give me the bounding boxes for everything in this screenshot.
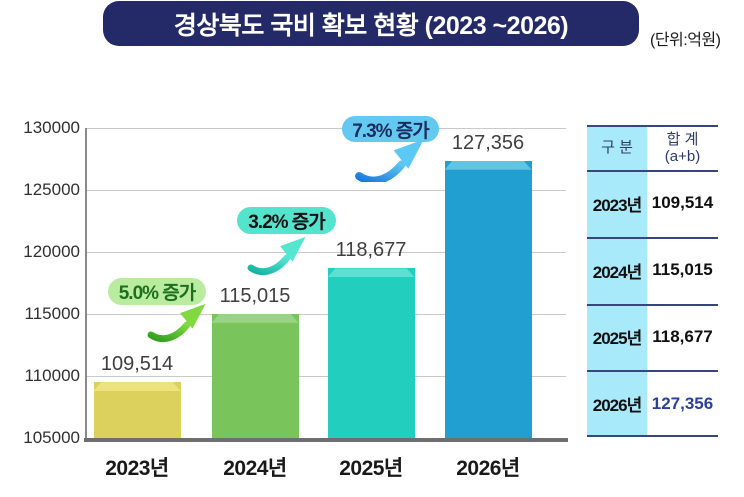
y-tick-label: 105000	[23, 428, 80, 447]
bar-top-bevel	[444, 160, 532, 170]
table-rule	[587, 303, 718, 306]
bar-value-label: 115,015	[219, 284, 291, 307]
y-tick-label: 115000	[24, 304, 80, 323]
unit-label: (단위:억원)	[650, 32, 721, 49]
y-tick-label: 125000	[23, 180, 80, 199]
y-tick-label: 130000	[23, 118, 80, 137]
bar-top-bevel	[93, 382, 181, 392]
x-tick-label: 2023년	[105, 457, 169, 480]
table-row-value: 118,677	[652, 326, 713, 346]
table-row-year: 2025년	[592, 329, 642, 349]
y-tick-label: 110000	[24, 366, 80, 385]
table-row-year: 2026년	[592, 396, 642, 416]
title-banner: 경상북도 국비 확보 현황 (2023 ~2026)	[103, 1, 639, 46]
table-header-category: 구 분	[601, 139, 633, 156]
table-rule	[587, 370, 718, 373]
bar-value-label: 127,356	[451, 131, 525, 154]
x-axis-line	[84, 438, 568, 442]
x-tick-label: 2024년	[223, 457, 287, 480]
table-row-value: 109,514	[651, 193, 714, 213]
growth-arrow-icon	[147, 303, 206, 343]
page-title: 경상북도 국비 확보 현황 (2023 ~2026)	[173, 11, 569, 40]
x-tick-label: 2026년	[456, 457, 520, 480]
bar-value-label: 109,514	[100, 353, 174, 376]
increase-callout: 5.0% 증가	[108, 278, 206, 305]
gridline	[86, 313, 566, 315]
bar-top-bevel	[211, 313, 299, 323]
table-row-value: 115,015	[652, 260, 713, 280]
increase-callout: 7.3% 증가	[342, 116, 439, 142]
gridline	[86, 251, 566, 253]
gridline	[86, 375, 566, 377]
bar-top-bevel	[327, 268, 415, 278]
increase-callout: 3.2% 증가	[237, 207, 336, 234]
table-row-year: 2024년	[592, 262, 642, 282]
summary-table: 구 분 합 계 (a+b) 2023년 109,514 2024년 115,015 2025년…	[587, 125, 718, 437]
bar-2026년	[444, 160, 532, 438]
gridline	[86, 127, 566, 129]
table-rule	[587, 170, 718, 172]
x-tick-label: 2025년	[339, 457, 403, 480]
y-axis-line	[85, 128, 87, 439]
table-header-total: 합 계 (a+b)	[664, 130, 701, 165]
bar-2024년	[211, 313, 299, 438]
growth-arrow-icon	[355, 139, 424, 182]
growth-arrow-icon	[247, 236, 306, 276]
table-row-value: 127,356	[651, 393, 714, 413]
bar-value-label: 118,677	[335, 239, 407, 262]
bar-2023년	[93, 382, 181, 438]
bar-2025년	[327, 268, 415, 438]
table-rule	[587, 125, 718, 127]
gridline	[86, 189, 566, 191]
table-rule	[587, 236, 718, 239]
table-category-column-bg	[587, 125, 647, 437]
y-tick-label: 120000	[23, 242, 80, 261]
table-row-year: 2023년	[592, 195, 642, 215]
table-rule	[587, 435, 718, 437]
